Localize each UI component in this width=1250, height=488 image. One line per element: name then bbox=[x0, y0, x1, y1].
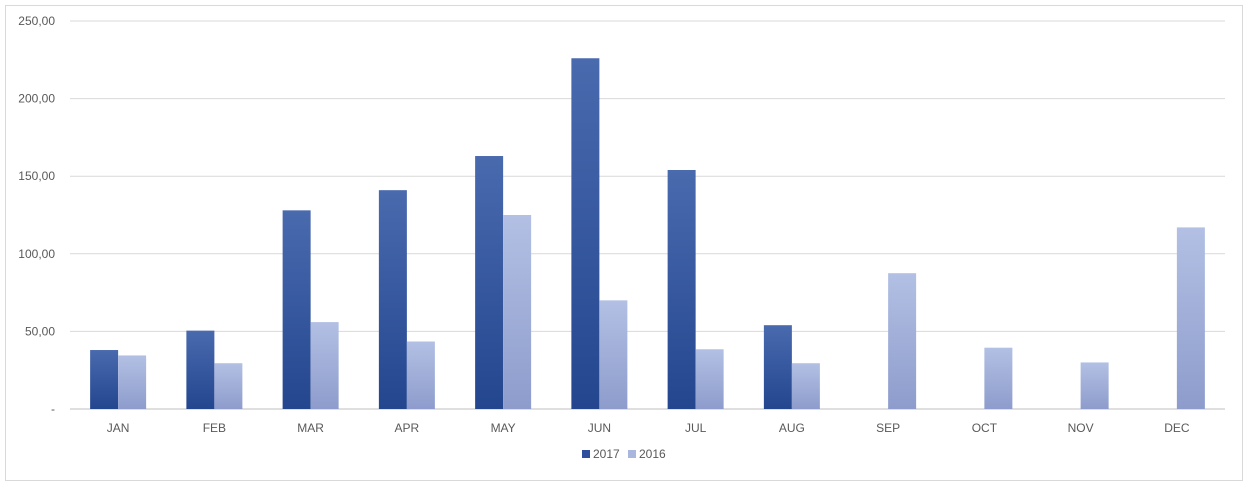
x-tick-label: FEB bbox=[203, 421, 226, 435]
gridlines bbox=[70, 20, 1225, 410]
bar-2016-jan bbox=[118, 355, 147, 409]
x-tick-label: MAY bbox=[491, 421, 516, 435]
x-tick-label: JUL bbox=[685, 421, 707, 435]
x-tick-label: JAN bbox=[107, 421, 130, 435]
bar-2016-may bbox=[503, 215, 532, 409]
y-tick-label: 50,00 bbox=[25, 324, 55, 338]
bar-2017-jan bbox=[90, 350, 119, 409]
legend-swatch-2016 bbox=[628, 450, 636, 458]
bar-2016-dec bbox=[1176, 227, 1205, 409]
bars bbox=[90, 58, 1205, 410]
bar-2017-aug bbox=[763, 325, 792, 409]
legend-label-2016: 2016 bbox=[639, 447, 666, 461]
x-tick-label: OCT bbox=[972, 421, 998, 435]
x-tick-label: MAR bbox=[297, 421, 324, 435]
bar-2016-jun bbox=[599, 300, 628, 409]
x-tick-label: APR bbox=[395, 421, 420, 435]
bar-2016-nov bbox=[1080, 362, 1109, 409]
bar-2016-feb bbox=[214, 363, 243, 409]
bar-2017-jun bbox=[571, 58, 600, 410]
legend-label-2017: 2017 bbox=[593, 447, 620, 461]
x-tick-label: AUG bbox=[779, 421, 805, 435]
x-tick-label: NOV bbox=[1068, 421, 1094, 435]
bar-2017-may bbox=[475, 156, 504, 409]
legend: 2017 2016 bbox=[582, 447, 666, 461]
bar-2016-sep bbox=[888, 273, 917, 409]
bar-2017-feb bbox=[186, 330, 215, 409]
bar-2016-mar bbox=[310, 322, 339, 409]
bar-2016-jul bbox=[695, 349, 724, 409]
y-tick-label: 250,00 bbox=[18, 14, 55, 28]
bar-2016-apr bbox=[406, 341, 435, 409]
y-tick-label: 100,00 bbox=[18, 247, 55, 261]
x-tick-label: DEC bbox=[1164, 421, 1190, 435]
y-tick-label: 200,00 bbox=[18, 92, 55, 106]
bar-2017-apr bbox=[378, 190, 407, 409]
y-axis-ticks: - 50,00 100,00 150,00 200,00 250,00 bbox=[18, 14, 55, 416]
y-tick-label: 150,00 bbox=[18, 169, 55, 183]
x-tick-label: SEP bbox=[876, 421, 900, 435]
y-tick-label: - bbox=[51, 402, 55, 416]
bar-2017-mar bbox=[282, 210, 311, 409]
bar-2016-aug bbox=[791, 363, 820, 409]
x-tick-label: JUN bbox=[588, 421, 611, 435]
legend-swatch-2017 bbox=[582, 450, 590, 458]
x-axis-labels: JAN FEB MAR APR MAY JUN JUL AUG SEP OCT NOV DEC bbox=[107, 421, 1190, 435]
bar-2016-oct bbox=[984, 347, 1013, 409]
bar-2017-jul bbox=[667, 169, 696, 409]
